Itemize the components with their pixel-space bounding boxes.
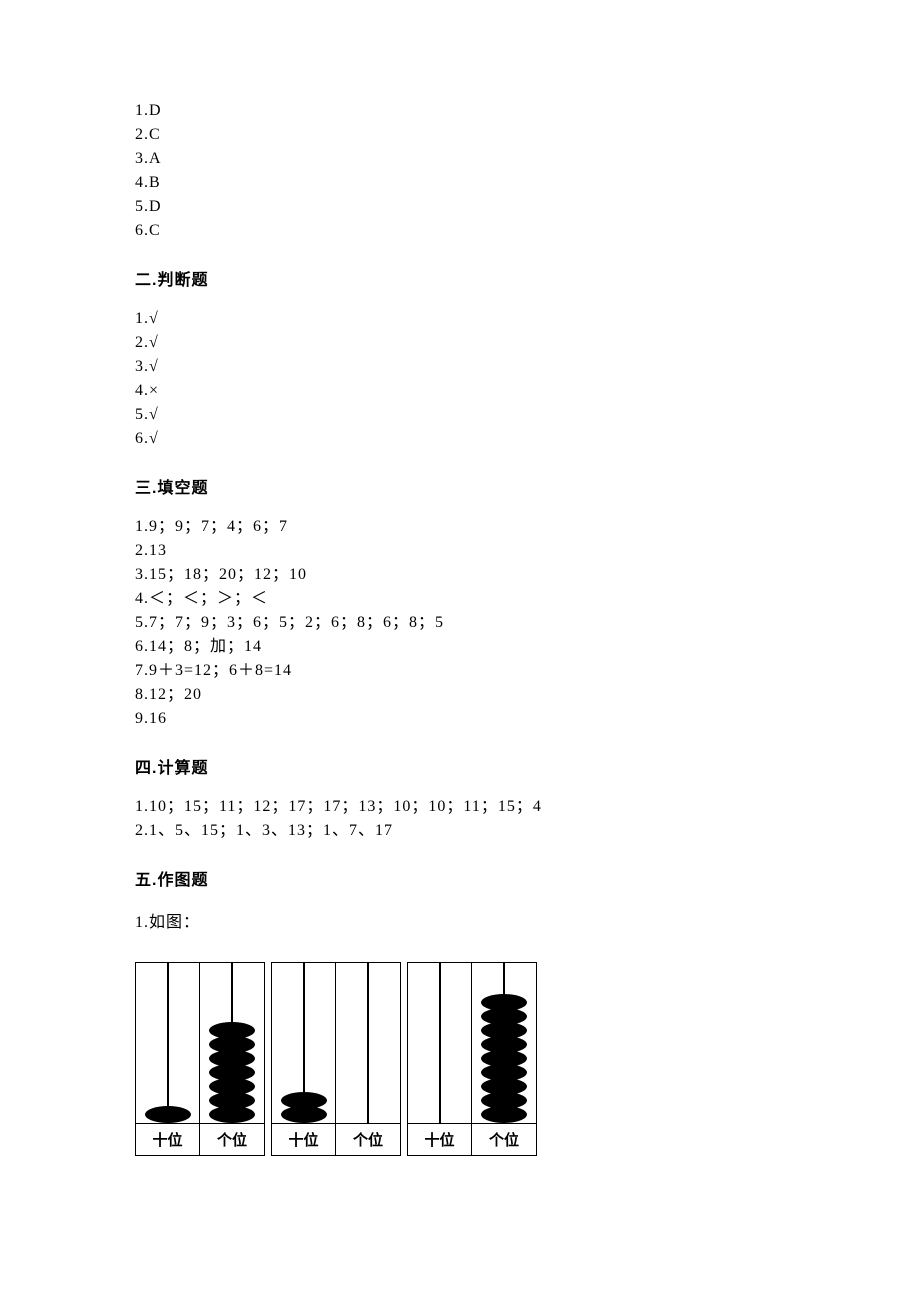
abacus: 十位个位 [271, 962, 401, 1156]
abacus-column-tens: 十位 [408, 963, 472, 1155]
answer-line: 2.1、5、15；1、3、13；1、7、17 [135, 820, 785, 842]
answer-line: 1.10；15；11；12；17；17；13；10；10；11；15；4 [135, 796, 785, 818]
section3-answers: 1.9；9；7；4；6；7 2.13 3.15；18；20；12；10 4.＜；… [135, 516, 785, 730]
answer-line: 3.A [135, 148, 785, 170]
rod-area [200, 963, 264, 1123]
abacus-column-tens: 十位 [272, 963, 336, 1155]
answer-line: 4.＜；＜；＞；＜ [135, 588, 785, 610]
beads [281, 1092, 327, 1123]
answer-line: 6.C [135, 220, 785, 242]
abacus-row: 十位个位十位个位十位个位 [135, 962, 785, 1156]
beads [145, 1106, 191, 1123]
section5-heading: 五.作图题 [135, 866, 785, 890]
abacus-column-ones: 个位 [200, 963, 264, 1155]
section3-heading: 三.填空题 [135, 474, 785, 498]
abacus-label: 十位 [136, 1123, 199, 1155]
answer-line: 6.√ [135, 428, 785, 450]
abacus: 十位个位 [407, 962, 537, 1156]
answer-line: 6.14；8；加；14 [135, 636, 785, 658]
abacus-label: 十位 [408, 1123, 471, 1155]
answer-line: 5.7；7；9；3；6；5；2；6；8；6；8；5 [135, 612, 785, 634]
rod [367, 963, 369, 1123]
answer-line: 3.√ [135, 356, 785, 378]
section1-answers: 1.D 2.C 3.A 4.B 5.D 6.C [135, 100, 785, 242]
answer-line: 8.12；20 [135, 684, 785, 706]
bead [145, 1106, 191, 1123]
rod-area [336, 963, 400, 1123]
rod-area [472, 963, 536, 1123]
answer-line: 1.√ [135, 308, 785, 330]
answer-line: 5.D [135, 196, 785, 218]
abacus-label: 个位 [200, 1123, 264, 1155]
bead [281, 1106, 327, 1123]
answer-line: 4.× [135, 380, 785, 402]
answer-line: 2.√ [135, 332, 785, 354]
answer-line: 2.C [135, 124, 785, 146]
section2-heading: 二.判断题 [135, 266, 785, 290]
rod-area [136, 963, 199, 1123]
abacus-label: 十位 [272, 1123, 335, 1155]
section4-answers: 1.10；15；11；12；17；17；13；10；10；11；15；4 2.1… [135, 796, 785, 842]
answer-line: 3.15；18；20；12；10 [135, 564, 785, 586]
bead [481, 1106, 527, 1123]
diagram-intro: 1.如图： [135, 908, 785, 932]
abacus-column-ones: 个位 [472, 963, 536, 1155]
bead [209, 1106, 255, 1123]
answer-line: 5.√ [135, 404, 785, 426]
answer-line: 1.9；9；7；4；6；7 [135, 516, 785, 538]
rod [167, 963, 169, 1123]
section4-heading: 四.计算题 [135, 754, 785, 778]
abacus-column-ones: 个位 [336, 963, 400, 1155]
abacus-column-tens: 十位 [136, 963, 200, 1155]
abacus: 十位个位 [135, 962, 265, 1156]
answer-line: 2.13 [135, 540, 785, 562]
answer-line: 9.16 [135, 708, 785, 730]
beads [481, 994, 527, 1123]
beads [209, 1022, 255, 1123]
rod-area [408, 963, 471, 1123]
rod [439, 963, 441, 1123]
rod-area [272, 963, 335, 1123]
answer-line: 1.D [135, 100, 785, 122]
answer-line: 7.9＋3=12；6＋8=14 [135, 660, 785, 682]
answer-line: 4.B [135, 172, 785, 194]
abacus-label: 个位 [336, 1123, 400, 1155]
abacus-label: 个位 [472, 1123, 536, 1155]
section2-answers: 1.√ 2.√ 3.√ 4.× 5.√ 6.√ [135, 308, 785, 450]
